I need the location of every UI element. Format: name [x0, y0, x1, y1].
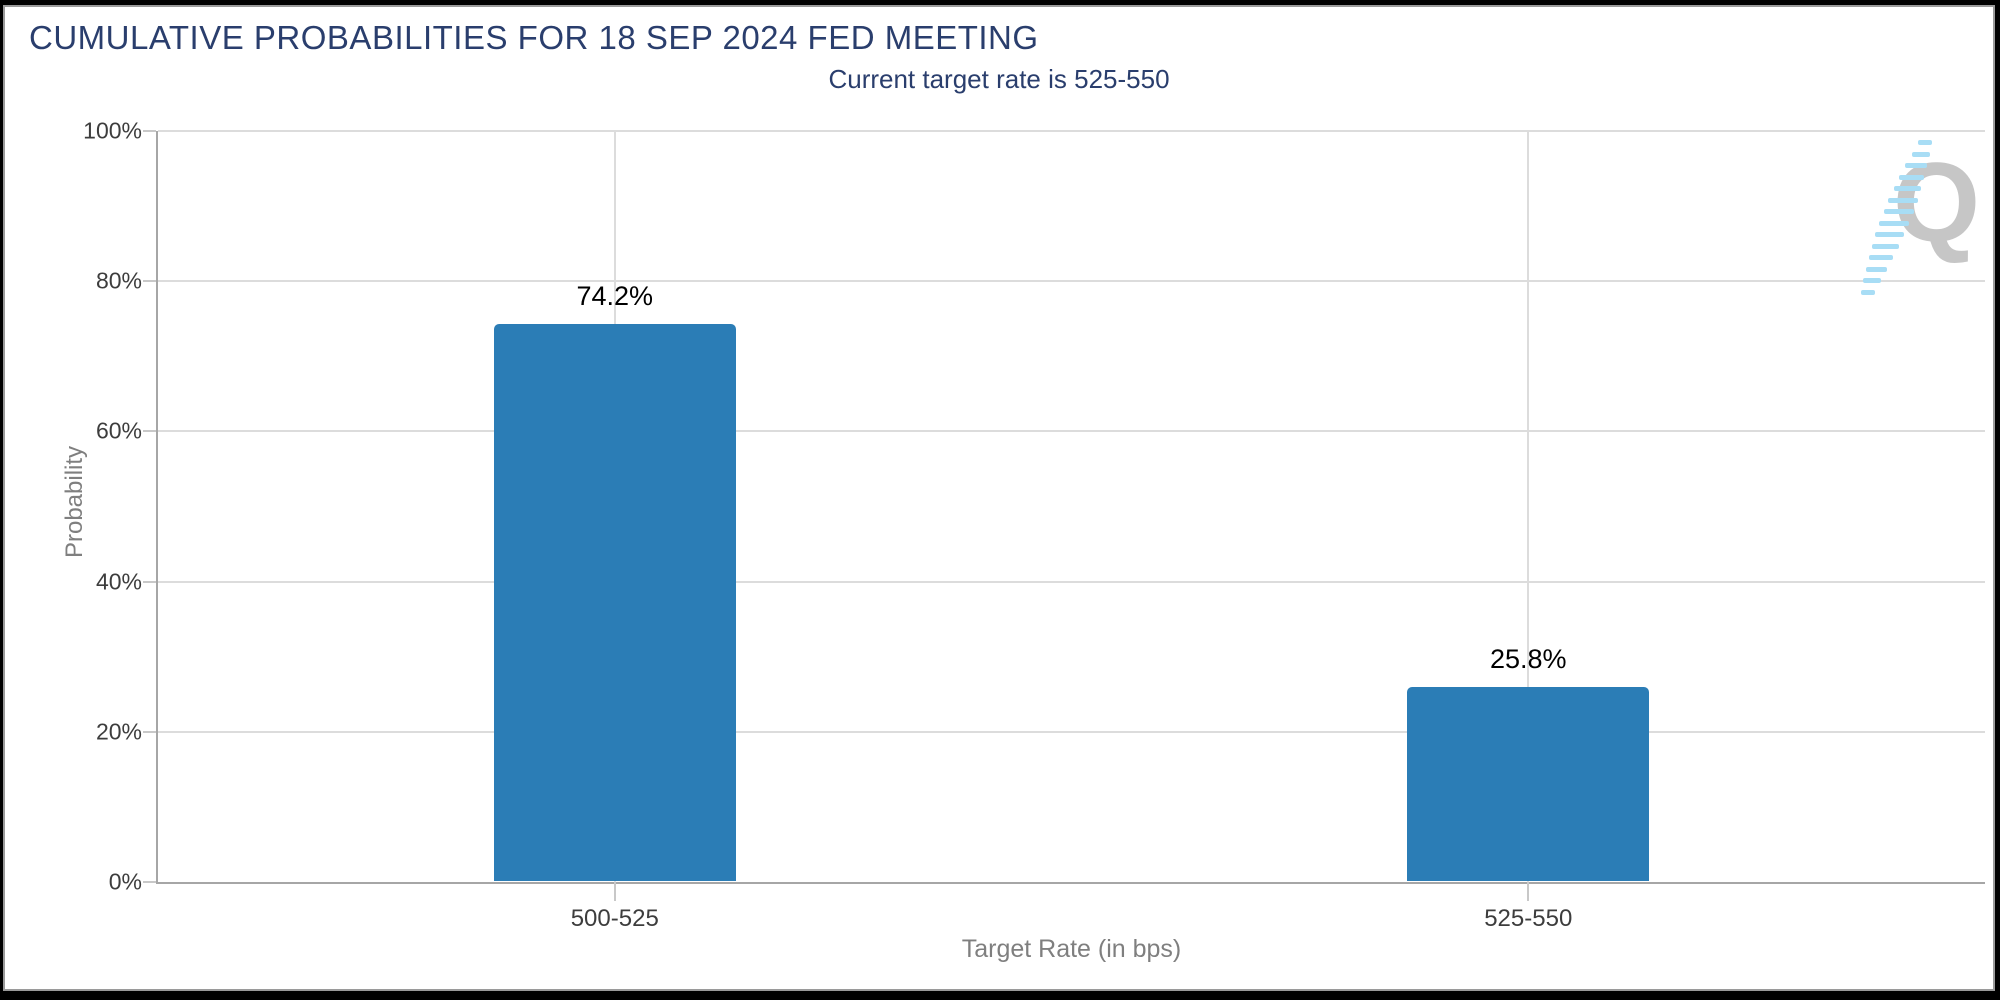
chart-subtitle: Current target rate is 525-550 — [828, 64, 1170, 94]
y-axis-title: Probability — [61, 445, 88, 559]
y-axis-tick-0 — [143, 881, 156, 883]
gridline-h-40 — [158, 580, 1985, 583]
chart-card: CUMULATIVE PROBABILITIES FOR 18 SEP 2024… — [3, 5, 1995, 991]
y-axis-tick-40 — [143, 580, 156, 583]
x-axis-line — [156, 882, 1985, 884]
y-tick-label-100: 100% — [83, 117, 142, 144]
y-axis-tick-60 — [143, 430, 156, 433]
gridline-h-80 — [158, 280, 1985, 283]
y-axis-line — [156, 131, 158, 882]
x-axis-tick-525-550 — [1527, 882, 1530, 901]
bar-525-550 — [1407, 687, 1650, 881]
y-axis-tick-80 — [143, 280, 156, 283]
y-tick-label-20: 20% — [95, 718, 142, 745]
x-tick-label-500-525: 500-525 — [570, 905, 659, 932]
y-axis-tick-20 — [143, 730, 156, 733]
y-tick-label-0: 0% — [108, 868, 142, 895]
y-tick-label-80: 80% — [95, 267, 142, 294]
gridline-h-100 — [158, 130, 1985, 132]
gridline-h-20 — [158, 730, 1985, 733]
y-tick-label-60: 60% — [95, 417, 142, 444]
y-axis-tick-100 — [143, 130, 156, 132]
bar-500-525 — [493, 323, 736, 881]
x-tick-label-525-550: 525-550 — [1484, 905, 1573, 932]
bar-value-label-500-525: 74.2% — [576, 280, 654, 311]
plot-area: 0% 20% 40% 60% 80% 100% 74.2% 500-525 25.8% 525-5… — [83, 118, 1985, 932]
x-axis-title: Target Rate (in bps) — [961, 935, 1182, 963]
y-tick-label-40: 40% — [95, 568, 142, 595]
bar-value-label-525-550: 25.8% — [1489, 644, 1567, 675]
chart-title: CUMULATIVE PROBABILITIES FOR 18 SEP 2024… — [29, 19, 1039, 56]
gridline-h-60 — [158, 430, 1985, 433]
x-axis-tick-500-525 — [613, 882, 616, 901]
gridline-v-525-550 — [1527, 131, 1530, 882]
